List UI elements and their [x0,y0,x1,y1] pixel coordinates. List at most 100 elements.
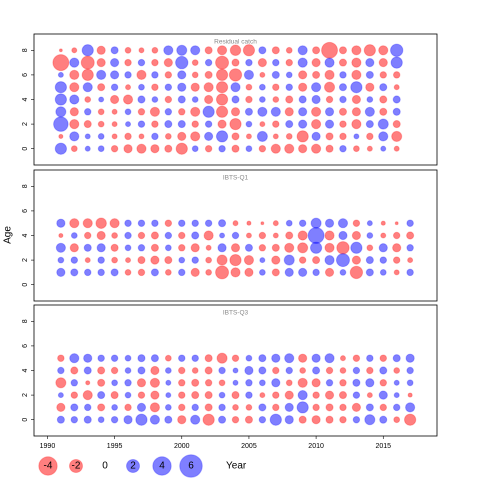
bubble [54,93,68,106]
bubble [150,390,160,400]
bubble [283,254,295,266]
bubble [191,71,199,79]
bubble [311,378,321,388]
bubble [245,58,253,67]
bubble [406,379,414,387]
bubble [350,81,363,94]
bubble [175,55,189,70]
bubble [284,143,295,154]
bubble [97,378,106,387]
bubble [83,415,92,424]
bubble [258,268,266,276]
bubble [392,231,401,240]
bubble [149,377,160,388]
bubble [53,116,69,132]
bubble [204,46,213,55]
bubble [97,391,106,400]
bubble [190,267,200,278]
bubble [56,402,66,413]
bubble [81,68,94,82]
bubble [204,403,213,412]
bubble [339,355,346,362]
bubble [215,93,229,106]
bubble [392,71,401,79]
bubble [191,391,200,400]
bubble [71,47,78,54]
bubble [215,265,230,280]
bubble [124,367,132,374]
bubble [164,231,173,240]
bubble [109,70,120,80]
bubble [151,132,159,141]
bubble [405,353,415,363]
bubble [136,69,147,81]
bubble [204,219,213,227]
bubble [259,71,266,78]
bubble [259,121,266,128]
bubble [191,231,200,240]
bubble [393,379,400,386]
bubble [379,415,388,424]
bubble [177,120,186,129]
bubble [351,119,362,130]
bubble [215,130,229,143]
bubble [69,94,80,105]
bubble [392,354,401,363]
bubble [138,83,145,91]
bubble [110,268,119,277]
bubble [298,353,308,363]
bubble [335,253,350,268]
bubble [245,120,253,128]
bubble [111,403,119,411]
bubble [164,219,173,227]
bubble [351,230,362,241]
bubble [178,244,186,252]
panel-title: Residual catch [214,39,257,46]
bubble [392,403,401,412]
bubble [363,44,376,57]
bubble [325,415,334,424]
bubble [97,366,106,375]
bubble [204,391,213,400]
y-tick-label: 8 [22,319,29,323]
bubble [137,58,146,67]
bubble [393,392,400,399]
bubble [70,268,79,277]
bubble [272,120,280,128]
x-tick-label: 2000 [174,443,190,450]
bubble [312,403,320,412]
bubble [57,366,65,375]
bubble [378,390,388,400]
bubble [311,82,322,93]
bubble [352,219,361,227]
bubble [204,131,214,142]
bubble [204,379,213,387]
bubble [110,415,119,424]
bubble [191,59,199,67]
bubble [311,353,321,363]
bubble [205,256,213,264]
bubble [191,256,199,264]
bubble [297,390,308,401]
bubble [82,218,93,229]
bubble [339,403,347,412]
bubble [258,354,267,363]
bubble [310,217,322,229]
bubble [271,378,281,388]
bubble [406,219,414,227]
bubble [204,366,213,375]
bubble [245,379,253,387]
bubble [178,231,186,240]
bubble [69,243,79,253]
bubble [405,402,416,413]
bubble [272,366,280,375]
bubble [164,354,172,362]
bubble [339,415,347,424]
bubble [149,106,160,117]
bubble [298,95,307,104]
bubble [272,58,280,67]
bubble [338,46,348,55]
bubble [83,108,92,116]
bubble [69,57,80,68]
x-tick-label: 2010 [308,443,324,450]
